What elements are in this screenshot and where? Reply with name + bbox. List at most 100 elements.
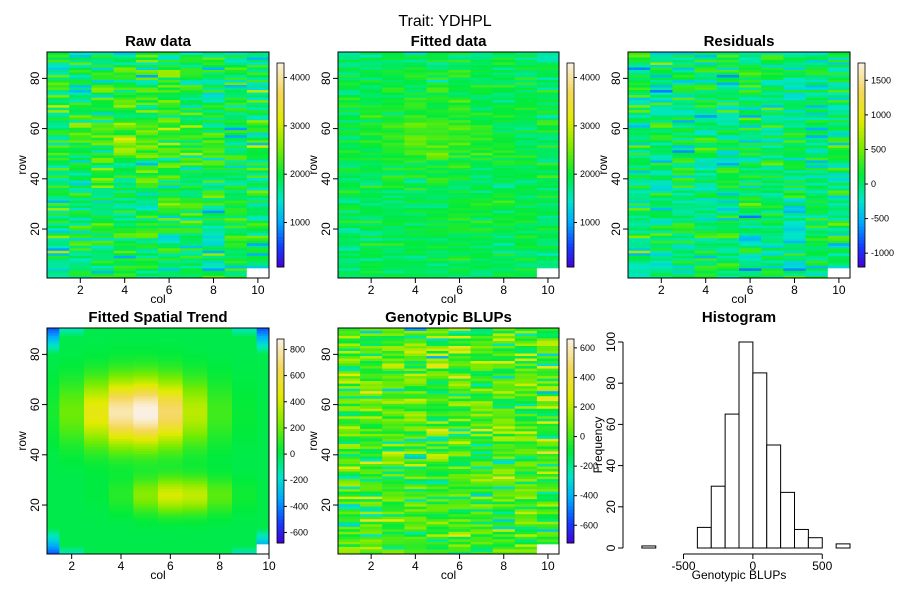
heatmap-cell [47, 170, 70, 173]
heatmap-cell [232, 473, 258, 477]
heatmap-cell [113, 197, 137, 201]
heatmap-cell [448, 62, 471, 65]
heatmap-cell [761, 167, 784, 171]
heatmap-cell [59, 385, 85, 389]
heatmap-cell [761, 270, 784, 274]
heatmap-cell [492, 441, 516, 444]
heatmap-cell [47, 187, 70, 191]
heatmap-cell [202, 102, 225, 106]
heatmap-cell [360, 395, 383, 399]
heatmap-cell [113, 242, 137, 246]
heatmap-cell [514, 175, 538, 178]
heatmap-cell [158, 247, 181, 251]
heatmap-cell [716, 257, 740, 261]
heatmap-cell [338, 72, 361, 75]
heatmap-cell [232, 478, 258, 482]
heatmap-cell [246, 124, 270, 128]
colorbar-segment [277, 379, 284, 384]
heatmap-cell [84, 358, 110, 362]
heatmap-cell [360, 476, 383, 480]
heatmap-cell [761, 99, 784, 103]
heatmap-cell [256, 471, 270, 475]
heatmap-cell [672, 230, 695, 234]
heatmap-cell [536, 275, 560, 279]
colorbar-segment [277, 90, 284, 95]
heatmap-cell [246, 127, 270, 131]
x-axis-label: col [731, 292, 746, 306]
heatmap-cell [536, 77, 560, 81]
y-axis-label: row [15, 155, 29, 175]
heatmap-cell [470, 340, 494, 344]
heatmap-cell [108, 498, 134, 502]
heatmap-cell [207, 435, 233, 439]
colorbar-segment [567, 253, 574, 258]
heatmap-cell [470, 54, 494, 58]
heatmap-cell [448, 77, 471, 81]
heatmap-cell [426, 348, 449, 351]
heatmap-cell [492, 448, 516, 452]
heatmap-cell [470, 235, 494, 239]
heatmap-cell [182, 423, 208, 427]
heatmap-cell [492, 373, 516, 377]
heatmap-cell [256, 476, 270, 480]
panel-title: Genotypic BLUPs [385, 309, 512, 326]
heatmap-cell [180, 84, 203, 88]
heatmap-cell [628, 210, 651, 214]
heatmap-cell [256, 328, 270, 331]
heatmap-cell [180, 89, 203, 93]
heatmap-cell [514, 255, 538, 259]
heatmap-cell [672, 215, 695, 219]
heatmap-cell [514, 144, 538, 148]
heatmap-cell [158, 350, 184, 354]
heatmap-cell [492, 114, 516, 118]
heatmap-cell [426, 165, 449, 168]
heatmap-cell [514, 548, 538, 552]
heatmap-cell [404, 471, 427, 475]
heatmap-cell [182, 395, 208, 399]
colorbar-segment [567, 444, 574, 449]
colorbar-segment [277, 253, 284, 258]
colorbar-segment [567, 509, 574, 513]
heatmap-cell [113, 67, 137, 70]
heatmap-cell [404, 363, 427, 367]
heatmap-cell [426, 428, 449, 432]
heatmap-cell [256, 518, 270, 522]
heatmap-cell [514, 506, 538, 510]
heatmap-cell [108, 543, 134, 547]
heatmap-cell [91, 230, 114, 234]
heatmap-cell [113, 129, 137, 133]
heatmap-cell [536, 215, 560, 219]
colorbar-segment [277, 454, 284, 459]
heatmap-cell [158, 536, 184, 540]
heatmap-cell [202, 220, 225, 224]
heatmap-cell [827, 172, 851, 176]
heatmap-cell [232, 481, 258, 485]
heatmap-cell [135, 225, 159, 229]
heatmap-cell [202, 129, 225, 133]
colorbar-segment [277, 209, 284, 214]
colorbar-segment [567, 475, 574, 479]
heatmap-cell [246, 267, 270, 271]
heatmap-cell [256, 511, 270, 515]
heatmap-cell [84, 468, 110, 472]
heatmap-cell [91, 197, 114, 201]
heatmap-cell [47, 345, 60, 349]
heatmap-cell [805, 240, 829, 244]
heatmap-cell [108, 513, 134, 517]
heatmap-cell [470, 162, 494, 166]
heatmap-cell [716, 262, 740, 266]
heatmap-cell [338, 192, 361, 196]
x-tick-label: 10 [832, 283, 846, 297]
heatmap-cell [761, 272, 784, 276]
heatmap-cell [232, 365, 258, 369]
heatmap-cell [207, 395, 233, 399]
heatmap-cell [246, 152, 270, 156]
heatmap-cell [514, 340, 538, 344]
colorbar-segment [858, 199, 865, 203]
heatmap-cell [470, 87, 494, 91]
heatmap-cell [404, 518, 427, 522]
heatmap-cell [536, 134, 560, 138]
heatmap-cell [694, 190, 718, 194]
heatmap-cell [426, 330, 449, 334]
heatmap-cell [158, 92, 181, 96]
